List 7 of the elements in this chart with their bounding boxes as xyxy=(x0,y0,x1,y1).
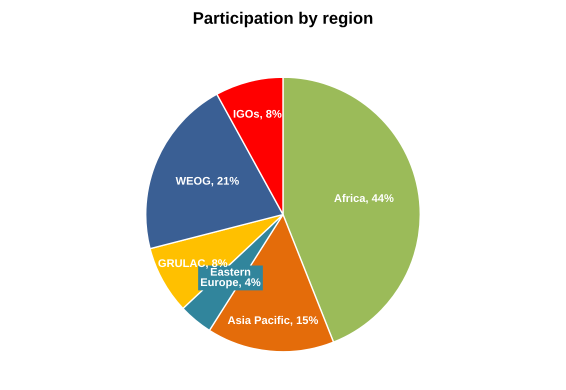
chart-title: Participation by region xyxy=(194,12,372,28)
slice-label: Asia Pacific, 15% xyxy=(228,316,318,326)
slice-label: Africa, 44% xyxy=(334,194,394,204)
slice-label: Eastern Europe, 4% xyxy=(200,268,260,288)
slice-label: GRULAC, 8% xyxy=(158,259,228,269)
slice-label: IGOs, 8% xyxy=(234,110,282,120)
slice-label: WEOG, 21% xyxy=(176,176,239,186)
